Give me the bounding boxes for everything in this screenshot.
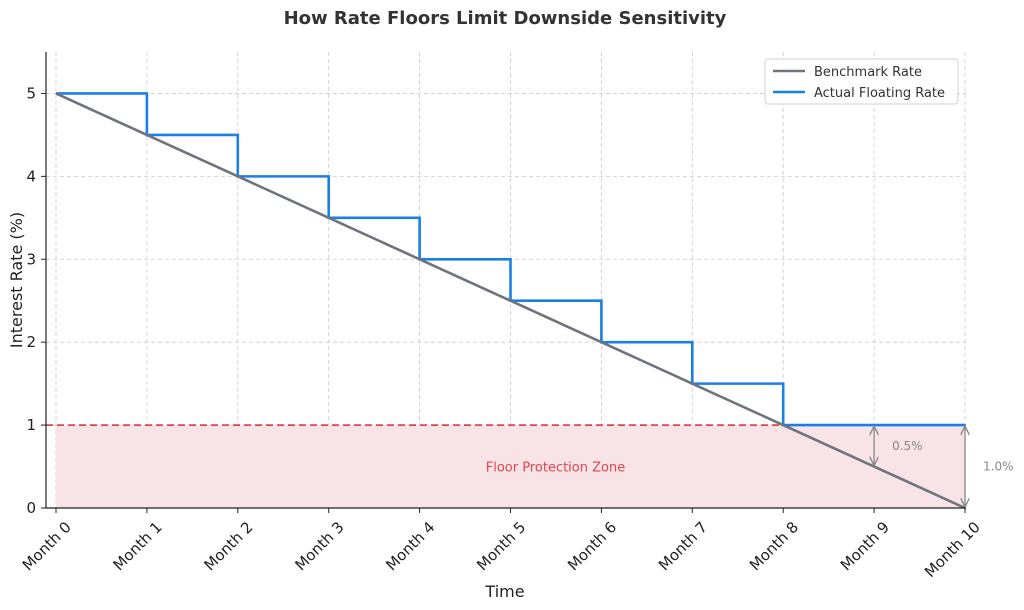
x-tick-label: Month 1 [110, 518, 166, 574]
x-tick-label: Month 6 [564, 518, 620, 574]
floor-zone-label: Floor Protection Zone [486, 461, 625, 476]
x-tick-label: Month 2 [201, 518, 257, 574]
y-tick-label: 5 [26, 84, 36, 102]
x-tick-label: Month 10 [921, 518, 984, 581]
chart-title: How Rate Floors Limit Downside Sensitivi… [284, 8, 727, 29]
legend-label: Actual Floating Rate [814, 86, 945, 101]
x-tick-label: Month 4 [382, 518, 438, 574]
annotation-label: 0.5% [892, 439, 923, 453]
x-tick-label: Month 9 [837, 518, 893, 574]
x-tick-label: Month 7 [655, 518, 711, 574]
legend-box [764, 58, 959, 105]
annotation-label: 1.0% [983, 460, 1014, 474]
y-axis-label: Interest Rate (%) [7, 212, 26, 348]
annotations: 0.5% 1.0% [874, 427, 1014, 506]
y-tick-label: 1 [26, 416, 36, 434]
x-tick-label: Month 3 [291, 518, 347, 574]
x-tick-label: Month 0 [19, 518, 75, 574]
series-line-0 [55, 92, 966, 510]
series-line-1 [56, 92, 965, 427]
legend-label: Benchmark Rate [814, 65, 922, 80]
y-tick-label: 4 [26, 167, 36, 185]
y-tick-label: 0 [26, 499, 36, 517]
legend: Benchmark Rate Actual Floating Rate [764, 58, 959, 105]
series-group [55, 92, 966, 510]
x-tick-label: Month 8 [746, 518, 802, 574]
x-axis-label: Time [484, 582, 524, 601]
floor-zone: Floor Protection Zone [46, 424, 966, 508]
y-tick-label: 2 [26, 333, 36, 351]
y-tick-label: 3 [26, 250, 36, 268]
axes [45, 52, 966, 509]
x-tick-label: Month 5 [473, 518, 529, 574]
